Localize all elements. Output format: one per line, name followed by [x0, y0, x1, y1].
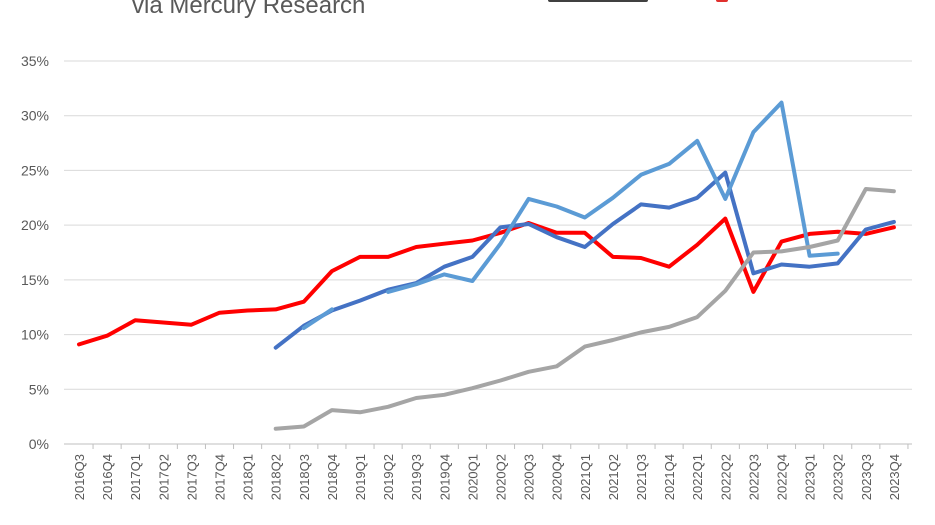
x-tick-label: 2019Q1 [353, 454, 368, 500]
x-tick-label: 2021Q1 [578, 454, 593, 500]
x-tick-label: 2018Q4 [325, 454, 340, 500]
y-tick-label: 10% [21, 327, 49, 343]
x-tick-label: 2016Q4 [100, 454, 115, 500]
y-tick-label: 20% [21, 217, 49, 233]
x-tick-label: 2022Q3 [746, 454, 761, 500]
x-tick-label: 2021Q2 [606, 454, 621, 500]
y-tick-label: 25% [21, 162, 49, 178]
x-tick-label: 2017Q4 [213, 454, 228, 500]
x-tick-label: 2020Q2 [494, 454, 509, 500]
x-tick-label: 2021Q3 [634, 454, 649, 500]
x-tick-label: 2022Q4 [775, 454, 790, 500]
series-line-1 [77, 216, 896, 347]
x-tick-label: 2019Q3 [409, 454, 424, 500]
y-axis-ticks: 0% 5% 10% 15% 20% 25% 30% 35% [21, 53, 49, 452]
x-tick-label: 2018Q1 [241, 454, 256, 500]
x-tick-label: 2023Q4 [887, 454, 902, 500]
y-tick-label: 30% [21, 108, 49, 124]
series-line-2 [273, 170, 896, 350]
x-tick-label: 2022Q2 [718, 454, 733, 500]
y-tick-label: 5% [29, 381, 49, 397]
logo-fragment [548, 0, 728, 2]
x-tick-label: 2023Q2 [831, 454, 846, 500]
x-tick-label: 2018Q2 [269, 454, 284, 500]
series-line-4 [273, 187, 896, 431]
x-tick-label: 2019Q4 [437, 454, 452, 500]
x-tick-label: 2022Q1 [690, 454, 705, 500]
x-tick-label: 2020Q4 [550, 454, 565, 500]
y-tick-label: 15% [21, 272, 49, 288]
y-tick-label: 35% [21, 53, 49, 69]
chart-subtitle: via Mercury Research [132, 0, 366, 19]
x-tick-label: 2017Q3 [184, 454, 199, 500]
x-tick-label: 2020Q1 [465, 454, 480, 500]
x-tick-label: 2023Q3 [859, 454, 874, 500]
x-tick-label: 2017Q1 [128, 454, 143, 500]
x-tick-label: 2021Q4 [662, 454, 677, 500]
x-tick-label: 2020Q3 [522, 454, 537, 500]
x-axis-ticks: 2016Q3 2016Q4 2017Q1 2017Q2 2017Q3 2017Q4 2018… [72, 444, 909, 500]
x-tick-label: 2023Q1 [803, 454, 818, 500]
logo-fragment-dark [548, 0, 648, 2]
series-line-3 [301, 100, 840, 330]
x-tick-label: 2018Q3 [297, 454, 312, 500]
x-tick-label: 2017Q2 [156, 454, 171, 500]
x-tick-label: 2016Q3 [72, 454, 87, 500]
x-tick-label: 2019Q2 [381, 454, 396, 500]
y-tick-label: 0% [29, 436, 49, 452]
series-lines [77, 100, 896, 431]
logo-fragment-red [716, 0, 728, 2]
